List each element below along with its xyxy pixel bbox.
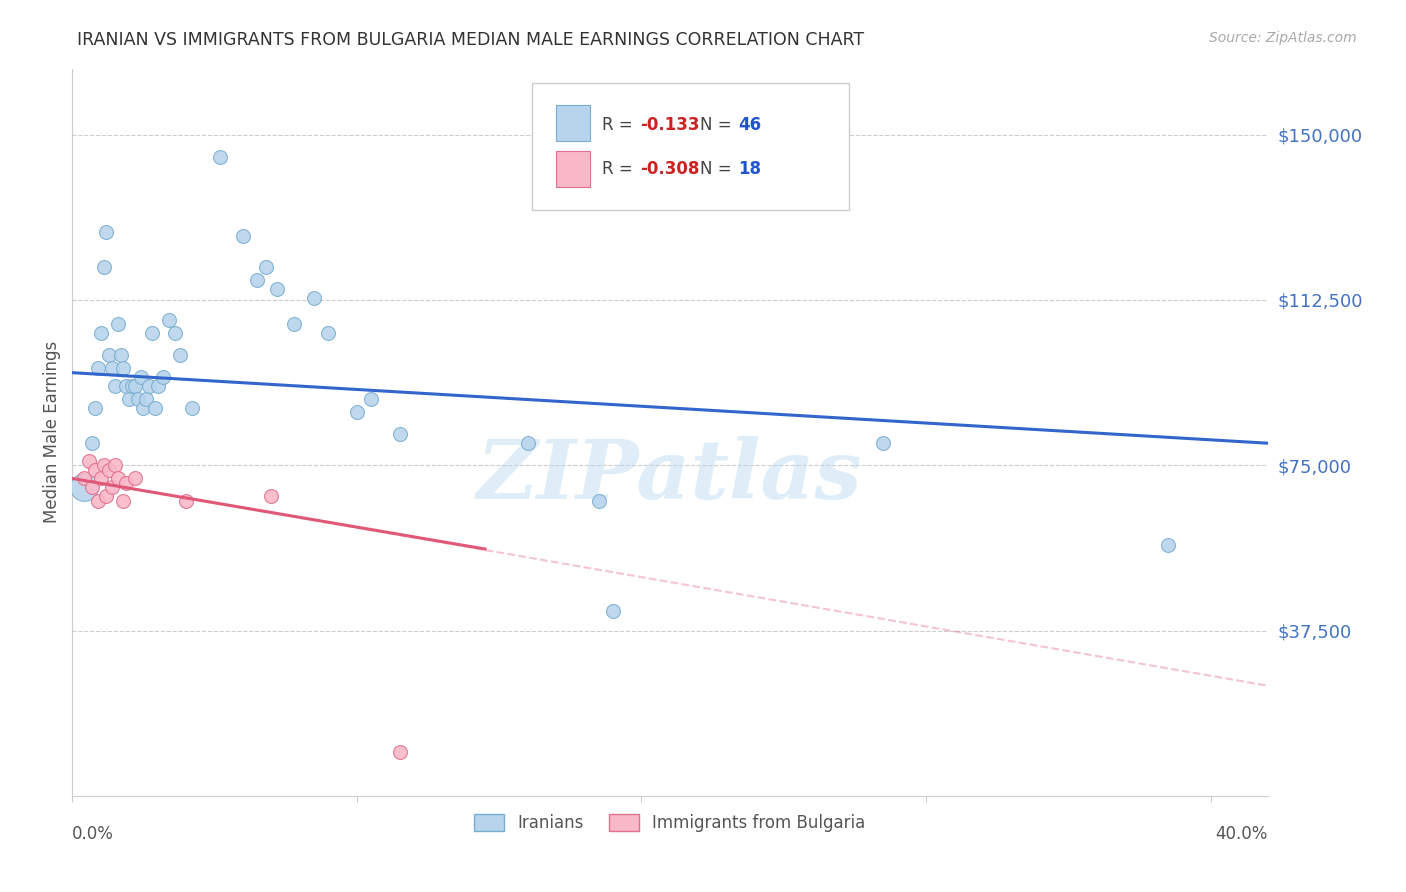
Text: 46: 46 xyxy=(738,116,761,134)
FancyBboxPatch shape xyxy=(557,105,591,141)
Legend: Iranians, Immigrants from Bulgaria: Iranians, Immigrants from Bulgaria xyxy=(468,807,872,838)
Point xyxy=(143,401,166,415)
FancyBboxPatch shape xyxy=(533,83,849,211)
Point xyxy=(96,225,118,239)
Text: 40.0%: 40.0% xyxy=(1215,825,1268,843)
Point xyxy=(318,326,340,340)
Point xyxy=(124,379,146,393)
Text: ZIPatlas: ZIPatlas xyxy=(477,436,863,516)
Text: Source: ZipAtlas.com: Source: ZipAtlas.com xyxy=(1209,31,1357,45)
Point xyxy=(87,361,110,376)
Point xyxy=(121,379,143,393)
Point xyxy=(72,471,94,485)
Point xyxy=(129,370,152,384)
Point xyxy=(180,401,202,415)
Point xyxy=(138,379,160,393)
Point xyxy=(110,348,132,362)
Point xyxy=(141,326,163,340)
Point xyxy=(872,436,894,450)
Point xyxy=(283,317,305,331)
Point xyxy=(104,458,127,473)
FancyBboxPatch shape xyxy=(557,151,591,187)
Point xyxy=(346,405,368,419)
Point xyxy=(101,480,124,494)
Point xyxy=(84,401,107,415)
Text: R =: R = xyxy=(602,116,638,134)
Point xyxy=(135,392,157,406)
Point xyxy=(588,493,610,508)
Point xyxy=(112,361,135,376)
Point xyxy=(82,480,104,494)
Point xyxy=(157,312,180,326)
Point xyxy=(93,260,115,274)
Point xyxy=(124,471,146,485)
Point xyxy=(112,493,135,508)
Point xyxy=(90,326,112,340)
Point xyxy=(72,480,94,494)
Point xyxy=(87,493,110,508)
Point xyxy=(602,604,624,618)
Point xyxy=(388,427,411,442)
Point xyxy=(174,493,197,508)
Point xyxy=(163,326,186,340)
Point xyxy=(146,379,169,393)
Text: 18: 18 xyxy=(738,160,761,178)
Point xyxy=(260,489,283,503)
Point xyxy=(115,475,138,490)
Point xyxy=(209,150,232,164)
Point xyxy=(169,348,191,362)
Point xyxy=(302,291,325,305)
Point xyxy=(266,282,288,296)
Point xyxy=(360,392,382,406)
Point xyxy=(388,745,411,759)
Point xyxy=(132,401,155,415)
Text: -0.308: -0.308 xyxy=(640,160,699,178)
Point xyxy=(152,370,174,384)
Point xyxy=(232,229,254,244)
Point xyxy=(115,379,138,393)
Text: N =: N = xyxy=(700,116,737,134)
Text: IRANIAN VS IMMIGRANTS FROM BULGARIA MEDIAN MALE EARNINGS CORRELATION CHART: IRANIAN VS IMMIGRANTS FROM BULGARIA MEDI… xyxy=(77,31,865,49)
Point xyxy=(254,260,277,274)
Point xyxy=(127,392,149,406)
Text: R =: R = xyxy=(602,160,638,178)
Point xyxy=(246,273,269,287)
Point xyxy=(107,317,129,331)
Text: 0.0%: 0.0% xyxy=(72,825,114,843)
Point xyxy=(98,348,121,362)
Text: N =: N = xyxy=(700,160,737,178)
Point xyxy=(93,458,115,473)
Point xyxy=(84,463,107,477)
Point xyxy=(96,489,118,503)
Point xyxy=(104,379,127,393)
Point xyxy=(516,436,538,450)
Text: -0.133: -0.133 xyxy=(640,116,700,134)
Y-axis label: Median Male Earnings: Median Male Earnings xyxy=(44,341,60,524)
Point xyxy=(1157,538,1180,552)
Point xyxy=(90,471,112,485)
Point xyxy=(118,392,141,406)
Point xyxy=(98,463,121,477)
Point xyxy=(79,454,101,468)
Point xyxy=(82,436,104,450)
Point xyxy=(107,471,129,485)
Point xyxy=(101,361,124,376)
